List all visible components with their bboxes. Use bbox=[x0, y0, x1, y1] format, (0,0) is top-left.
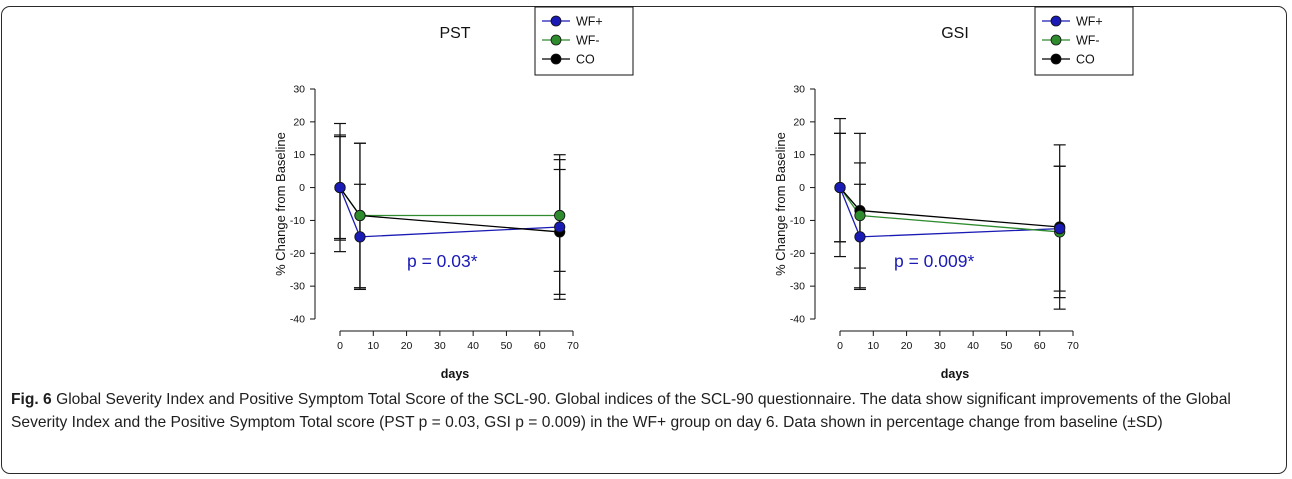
data-point bbox=[554, 209, 566, 222]
data-point bbox=[1054, 223, 1066, 235]
y-tick-label: 0 bbox=[799, 182, 805, 194]
p-value-annotation: p = 0.009* bbox=[894, 251, 974, 271]
y-tick-label: -20 bbox=[790, 248, 805, 260]
chart-title: GSI bbox=[941, 25, 969, 42]
y-tick-label: 30 bbox=[793, 84, 805, 96]
y-tick-label: -40 bbox=[290, 314, 305, 326]
figure-frame bbox=[1, 6, 1287, 474]
y-tick-label: -20 bbox=[290, 248, 305, 260]
y-tick-label: 10 bbox=[293, 149, 305, 161]
pst-chart: PST -40 -30 -20 -10 0 10 20 30 % Change from Base… bbox=[273, 6, 634, 381]
x-tick-label: 30 bbox=[934, 340, 946, 352]
y-axis-label: % Change from Baseline bbox=[273, 132, 288, 276]
x-axis-label: days bbox=[441, 367, 470, 381]
data-point bbox=[334, 181, 346, 194]
legend-marker bbox=[550, 53, 562, 65]
data-point bbox=[554, 221, 566, 233]
y-tick-label: -30 bbox=[790, 281, 805, 293]
x-tick-label: 60 bbox=[534, 340, 546, 352]
x-tick-label: 60 bbox=[1034, 340, 1046, 352]
x-tick-label: 50 bbox=[501, 340, 513, 352]
legend-marker bbox=[550, 15, 562, 27]
y-tick-label: 30 bbox=[293, 84, 305, 96]
data-point bbox=[834, 181, 846, 194]
legend-marker bbox=[550, 34, 562, 46]
y-tick-label: -10 bbox=[790, 215, 805, 227]
x-tick-label: 70 bbox=[1067, 340, 1079, 352]
y-tick-label: 0 bbox=[299, 182, 305, 194]
legend-marker bbox=[1050, 53, 1062, 65]
x-tick-label: 30 bbox=[434, 340, 446, 352]
x-axis-label: days bbox=[941, 367, 970, 381]
figure-label: Fig. 6 bbox=[11, 391, 52, 408]
legend-entry: WF- bbox=[1076, 34, 1100, 48]
series-line-co bbox=[339, 187, 560, 233]
chart-title: PST bbox=[439, 25, 470, 42]
x-tick-label: 50 bbox=[1001, 340, 1013, 352]
legend-marker bbox=[1050, 15, 1062, 27]
y-tick-label: -10 bbox=[290, 215, 305, 227]
x-tick-label: 10 bbox=[367, 340, 379, 352]
series-line-co bbox=[839, 187, 1060, 228]
x-tick-label: 0 bbox=[337, 340, 343, 352]
data-point bbox=[854, 209, 866, 222]
data-point bbox=[354, 231, 366, 243]
y-tick-label: 20 bbox=[293, 116, 305, 128]
x-tick-label: 70 bbox=[567, 340, 579, 352]
y-tick-label: 10 bbox=[793, 149, 805, 161]
legend-entry: WF+ bbox=[576, 15, 603, 29]
legend-entry: CO bbox=[576, 53, 595, 67]
series-line-wfminus bbox=[839, 187, 1060, 233]
figure-caption: Fig. 6 Global Severity Index and Positiv… bbox=[11, 388, 1273, 434]
y-tick-label: 20 bbox=[793, 116, 805, 128]
y-tick-label: -30 bbox=[290, 281, 305, 293]
x-tick-label: 40 bbox=[967, 340, 979, 352]
data-point bbox=[354, 209, 366, 222]
caption-text: Global Severity Index and Positive Sympt… bbox=[11, 391, 1231, 431]
legend-marker bbox=[1050, 34, 1062, 46]
x-tick-label: 20 bbox=[901, 340, 913, 352]
x-tick-label: 40 bbox=[467, 340, 479, 352]
series-line-wfminus bbox=[339, 187, 560, 217]
x-tick-label: 20 bbox=[401, 340, 413, 352]
data-point bbox=[854, 231, 866, 243]
p-value-annotation: p = 0.03* bbox=[407, 251, 478, 271]
legend-entry: WF- bbox=[576, 34, 600, 48]
x-tick-label: 10 bbox=[867, 340, 879, 352]
legend-entry: WF+ bbox=[1076, 15, 1103, 29]
y-axis-label: % Change from Baseline bbox=[773, 132, 788, 276]
x-tick-label: 0 bbox=[837, 340, 843, 352]
legend-entry: CO bbox=[1076, 53, 1095, 67]
y-tick-label: -40 bbox=[790, 314, 805, 326]
gsi-chart: GSI -40 -30 -20 -10 0 10 20 30 % Change from Base… bbox=[773, 6, 1134, 381]
